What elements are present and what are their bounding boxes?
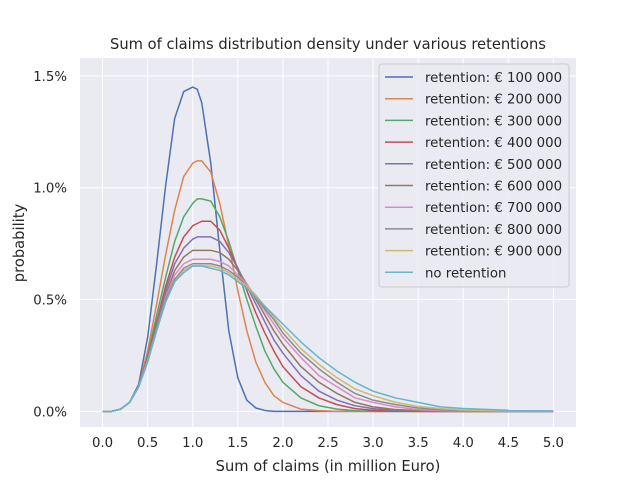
x-axis-ticks: 0.0 0.5 1.0 1.5 2.0 2.5 3.0 3.5 4.0 4.5 5.0 (92, 436, 564, 451)
x-tick-label: 3.0 (363, 436, 384, 451)
legend-label: no retention (425, 266, 506, 281)
legend-label: retention: € 400 000 (425, 136, 562, 151)
x-tick-label: 1.5 (227, 436, 248, 451)
x-tick-label: 0.0 (92, 436, 113, 451)
legend-label: retention: € 500 000 (425, 158, 562, 173)
x-tick-label: 5.0 (543, 436, 564, 451)
chart-title: Sum of claims distribution density under… (110, 36, 546, 53)
series-lines (102, 86, 554, 413)
x-tick-label: 2.0 (272, 436, 293, 451)
x-tick-label: 1.0 (182, 436, 203, 451)
y-tick-label: 0.0% (33, 405, 67, 420)
x-tick-label: 4.0 (453, 436, 474, 451)
legend-label: retention: € 800 000 (425, 223, 562, 238)
x-tick-label: 3.5 (408, 436, 429, 451)
y-tick-label: 0.5% (33, 294, 67, 309)
legend-label: retention: € 200 000 (425, 93, 562, 108)
legend-label: retention: € 300 000 (425, 114, 562, 129)
legend-box (378, 63, 570, 288)
legend-label: retention: € 900 000 (425, 245, 562, 260)
legend-label: retention: € 100 000 (425, 71, 562, 86)
x-tick-label: 4.5 (498, 436, 519, 451)
legend-label: retention: € 600 000 (425, 180, 562, 195)
x-tick-label: 0.5 (137, 436, 158, 451)
legend-label: retention: € 700 000 (425, 201, 562, 216)
x-axis-label: Sum of claims (in million Euro) (216, 458, 441, 475)
series-line-10 (102, 265, 554, 413)
x-tick-label: 2.5 (317, 436, 338, 451)
y-tick-label: 1.0% (33, 182, 67, 197)
y-axis-ticks: 0.0% 0.5% 1.0% 1.5% (33, 70, 67, 420)
y-axis-label: probability (11, 204, 28, 283)
legend: retention: € 100 000 retention: € 200 000… (378, 63, 570, 288)
y-tick-label: 1.5% (33, 70, 67, 85)
